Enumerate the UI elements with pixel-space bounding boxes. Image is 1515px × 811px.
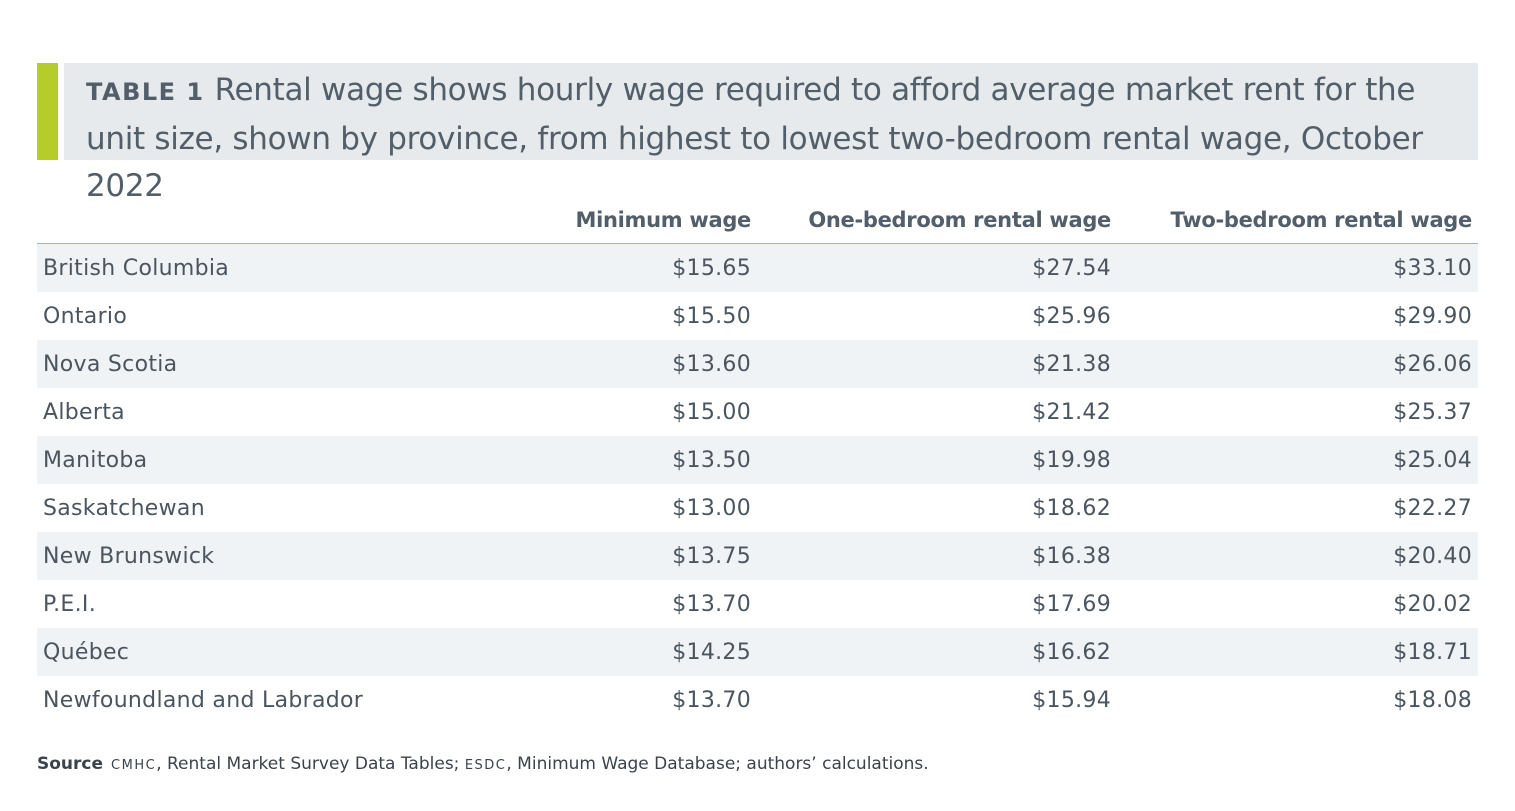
cell-province: Ontario bbox=[43, 303, 128, 329]
cell-two-bedroom-wage: $18.08 bbox=[1393, 687, 1472, 713]
cell-province: Québec bbox=[37, 628, 507, 676]
table-title: TABLE 1 Rental wage shows hourly wage req… bbox=[86, 67, 1471, 210]
cell-minimum-wage: $13.60 bbox=[507, 340, 757, 388]
cell-two-bedroom-wage: $26.06 bbox=[1117, 340, 1478, 388]
rental-wage-table: Minimum wage One-bedroom rental wage Two… bbox=[37, 196, 1478, 724]
cell-province: P.E.I. bbox=[43, 591, 97, 617]
cell-one-bedroom-wage: $21.38 bbox=[757, 340, 1117, 388]
cell-minimum-wage: $13.70 bbox=[672, 687, 751, 713]
cell-two-bedroom-wage: $20.02 bbox=[1393, 591, 1472, 617]
source-org-cmhc: CMHC bbox=[111, 758, 157, 773]
table-row: British Columbia $15.65 $27.54 $33.10 bbox=[37, 243, 1478, 292]
header-minimum-wage: Minimum wage bbox=[507, 196, 757, 244]
source-label: Source bbox=[37, 754, 104, 774]
cell-two-bedroom-wage: $18.71 bbox=[1117, 628, 1478, 676]
cell-one-bedroom-wage: $25.96 bbox=[1032, 303, 1111, 329]
cell-one-bedroom-wage: $16.62 bbox=[757, 628, 1117, 676]
cell-province: Alberta bbox=[43, 399, 125, 425]
table-row: Saskatchewan $13.00 $18.62 $22.27 bbox=[37, 484, 1478, 532]
cell-two-bedroom-wage: $25.04 bbox=[1117, 436, 1478, 484]
cell-minimum-wage: $13.00 bbox=[672, 495, 751, 521]
table-row: Newfoundland and Labrador $13.70 $15.94 $18… bbox=[37, 676, 1478, 724]
cell-one-bedroom-wage: $19.98 bbox=[757, 436, 1117, 484]
cell-two-bedroom-wage: $29.90 bbox=[1393, 303, 1472, 329]
cell-minimum-wage: $13.50 bbox=[507, 436, 757, 484]
cell-one-bedroom-wage: $27.54 bbox=[757, 243, 1117, 292]
cell-two-bedroom-wage: $33.10 bbox=[1117, 243, 1478, 292]
cell-two-bedroom-wage: $20.40 bbox=[1117, 532, 1478, 580]
cell-province: Manitoba bbox=[37, 436, 507, 484]
cell-minimum-wage: $14.25 bbox=[507, 628, 757, 676]
table-row: P.E.I. $13.70 $17.69 $20.02 bbox=[37, 580, 1478, 628]
table-header-row: Minimum wage One-bedroom rental wage Two… bbox=[37, 196, 1478, 244]
source-note: Source CMHC, Rental Market Survey Data Ta… bbox=[37, 754, 929, 774]
cell-one-bedroom-wage: $18.62 bbox=[1032, 495, 1111, 521]
table-number-label: TABLE 1 bbox=[86, 78, 205, 106]
source-text-1: , Rental Market Survey Data Tables; bbox=[156, 754, 465, 774]
source-text-2: , Minimum Wage Database; authors’ calcul… bbox=[506, 754, 929, 774]
cell-province: Saskatchewan bbox=[43, 495, 205, 521]
cell-province: Newfoundland and Labrador bbox=[43, 687, 364, 713]
cell-minimum-wage: $15.00 bbox=[672, 399, 751, 425]
cell-one-bedroom-wage: $21.42 bbox=[1032, 399, 1111, 425]
table-row: Nova Scotia $13.60 $21.38 $26.06 bbox=[37, 340, 1478, 388]
header-two-bedroom-wage: Two-bedroom rental wage bbox=[1117, 196, 1478, 244]
cell-two-bedroom-wage: $22.27 bbox=[1393, 495, 1472, 521]
table-row: Manitoba $13.50 $19.98 $25.04 bbox=[37, 436, 1478, 484]
header-one-bedroom-wage: One-bedroom rental wage bbox=[757, 196, 1117, 244]
cell-one-bedroom-wage: $15.94 bbox=[1032, 687, 1111, 713]
table-row: Ontario $15.50 $25.96 $29.90 bbox=[37, 292, 1478, 340]
cell-minimum-wage: $15.50 bbox=[672, 303, 751, 329]
header-province bbox=[37, 196, 507, 244]
cell-two-bedroom-wage: $25.37 bbox=[1393, 399, 1472, 425]
cell-minimum-wage: $15.65 bbox=[507, 243, 757, 292]
table-row: Alberta $15.00 $21.42 $25.37 bbox=[37, 388, 1478, 436]
cell-minimum-wage: $13.70 bbox=[672, 591, 751, 617]
table-body: British Columbia $15.65 $27.54 $33.10 Ontari… bbox=[37, 243, 1478, 725]
cell-minimum-wage: $13.75 bbox=[507, 532, 757, 580]
source-org-esdc: ESDC bbox=[464, 758, 507, 773]
cell-one-bedroom-wage: $17.69 bbox=[1032, 591, 1111, 617]
table-row: Québec $14.25 $16.62 $18.71 bbox=[37, 628, 1478, 676]
table-title-bar: TABLE 1 Rental wage shows hourly wage req… bbox=[37, 63, 1478, 204]
cell-province: New Brunswick bbox=[37, 532, 507, 580]
table-row: New Brunswick $13.75 $16.38 $20.40 bbox=[37, 532, 1478, 580]
cell-province: British Columbia bbox=[37, 243, 507, 292]
title-accent-bar bbox=[37, 63, 58, 160]
table-title-text: Rental wage shows hourly wage required t… bbox=[86, 72, 1423, 204]
cell-one-bedroom-wage: $16.38 bbox=[757, 532, 1117, 580]
cell-province: Nova Scotia bbox=[37, 340, 507, 388]
